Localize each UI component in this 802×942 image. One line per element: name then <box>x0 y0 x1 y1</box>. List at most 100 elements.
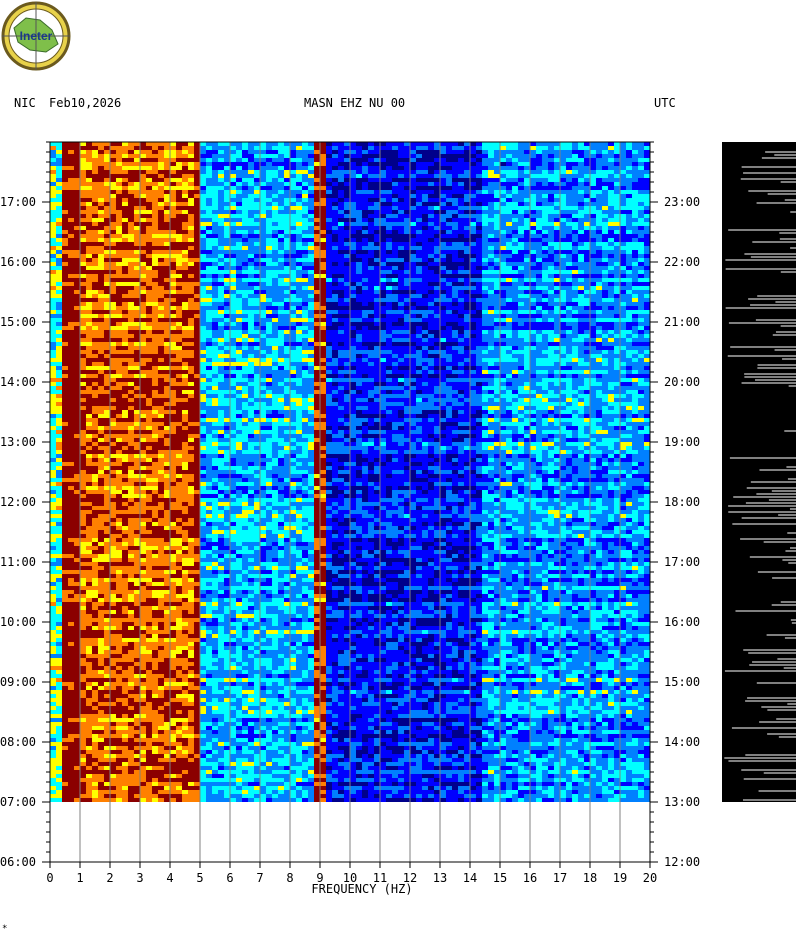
spectrogram-cell <box>434 330 440 334</box>
spectrogram-cell <box>122 242 128 246</box>
spectrogram-cell <box>416 154 422 158</box>
spectrogram-cell <box>338 326 344 330</box>
spectrogram-cell <box>434 202 440 206</box>
spectrogram-cell <box>140 142 146 146</box>
spectrogram-cell <box>200 158 206 162</box>
spectrogram-cell <box>164 198 170 202</box>
spectrogram-cell <box>182 254 188 258</box>
spectrogram-cell <box>182 246 188 250</box>
spectrogram-cell <box>92 226 98 230</box>
spectrogram-cell <box>314 322 320 326</box>
spectrogram-cell <box>524 198 530 202</box>
spectrogram-cell <box>230 246 236 250</box>
spectrogram-cell <box>194 222 200 226</box>
spectrogram-cell <box>122 182 128 186</box>
spectrogram-cell <box>290 306 296 310</box>
spectrogram-cell <box>128 222 134 226</box>
spectrogram-cell <box>434 182 440 186</box>
spectrogram-cell <box>116 262 122 266</box>
spectrogram-cell <box>470 298 476 302</box>
spectrogram-cell <box>248 262 254 266</box>
spectrogram-cell <box>272 286 278 290</box>
spectrogram-cell <box>320 182 326 186</box>
spectrogram-cell <box>440 170 446 174</box>
spectrogram-cell <box>176 190 182 194</box>
spectrogram-cell <box>146 170 152 174</box>
spectrogram-image <box>50 142 650 802</box>
spectrogram-cell <box>548 270 554 274</box>
spectrogram-cell <box>392 338 398 342</box>
spectrogram-cell <box>446 250 452 254</box>
spectrogram-cell <box>350 278 356 282</box>
spectrogram-cell <box>518 270 524 274</box>
spectrogram-cell <box>224 230 230 234</box>
spectrogram-cell <box>392 326 398 330</box>
spectrogram-cell <box>410 226 416 230</box>
spectrogram-cell <box>452 250 458 254</box>
spectrogram-cell <box>134 202 140 206</box>
spectrogram-cell <box>434 262 440 266</box>
spectrogram-cell <box>356 278 362 282</box>
spectrogram-cell <box>260 262 266 266</box>
spectrogram-cell <box>170 146 176 150</box>
spectrogram-cell <box>374 166 380 170</box>
spectrogram-cell <box>410 334 416 338</box>
spectrogram-cell <box>284 286 290 290</box>
spectrogram-cell <box>644 286 650 290</box>
spectrogram-cell <box>458 294 464 298</box>
spectrogram-cell <box>332 210 338 214</box>
spectrogram-cell <box>440 154 446 158</box>
spectrogram-cell <box>470 326 476 330</box>
spectrogram-cell <box>344 286 350 290</box>
spectrogram-cell <box>476 234 482 238</box>
spectrogram-cell <box>380 266 386 270</box>
spectrogram-cell <box>146 166 152 170</box>
spectrogram-cell <box>470 286 476 290</box>
spectrogram-cell <box>350 186 356 190</box>
spectrogram-cell <box>248 322 254 326</box>
spectrogram-cell <box>530 286 536 290</box>
spectrogram-cell <box>584 190 590 194</box>
spectrogram-cell <box>116 222 122 226</box>
spectrogram-cell <box>188 314 194 318</box>
spectrogram-cell <box>362 210 368 214</box>
spectrogram-cell <box>500 282 506 286</box>
spectrogram-cell <box>92 298 98 302</box>
spectrogram-cell <box>116 326 122 330</box>
spectrogram-cell <box>134 322 140 326</box>
spectrogram-cell <box>104 326 110 330</box>
spectrogram-cell <box>182 146 188 150</box>
spectrogram-cell <box>614 230 620 234</box>
spectrogram-cell <box>542 194 548 198</box>
spectrogram-cell <box>506 178 512 182</box>
spectrogram-cell <box>500 314 506 318</box>
spectrogram-cell <box>566 178 572 182</box>
spectrogram-cell <box>218 338 224 342</box>
spectrogram-cell <box>434 230 440 234</box>
spectrogram-cell <box>290 334 296 338</box>
spectrogram-cell <box>134 278 140 282</box>
spectrogram-cell <box>272 182 278 186</box>
spectrogram-cell <box>182 338 188 342</box>
spectrogram-cell <box>122 146 128 150</box>
spectrogram-cell <box>104 314 110 318</box>
spectrogram-cell <box>374 274 380 278</box>
spectrogram-cell <box>158 334 164 338</box>
spectrogram-cell <box>434 170 440 174</box>
spectrogram-cell <box>182 314 188 318</box>
spectrogram-cell <box>602 166 608 170</box>
spectrogram-cell <box>608 146 614 150</box>
spectrogram-cell <box>158 174 164 178</box>
spectrogram-cell <box>548 242 554 246</box>
spectrogram-cell <box>530 266 536 270</box>
spectrogram-cell <box>482 198 488 202</box>
spectrogram-cell <box>494 214 500 218</box>
spectrogram-cell <box>56 234 62 238</box>
spectrogram-cell <box>644 194 650 198</box>
spectrogram-cell <box>494 294 500 298</box>
spectrogram-cell <box>224 246 230 250</box>
spectrogram-cell <box>266 242 272 246</box>
spectrogram-cell <box>86 254 92 258</box>
spectrogram-cell <box>548 198 554 202</box>
spectrogram-cell <box>272 194 278 198</box>
